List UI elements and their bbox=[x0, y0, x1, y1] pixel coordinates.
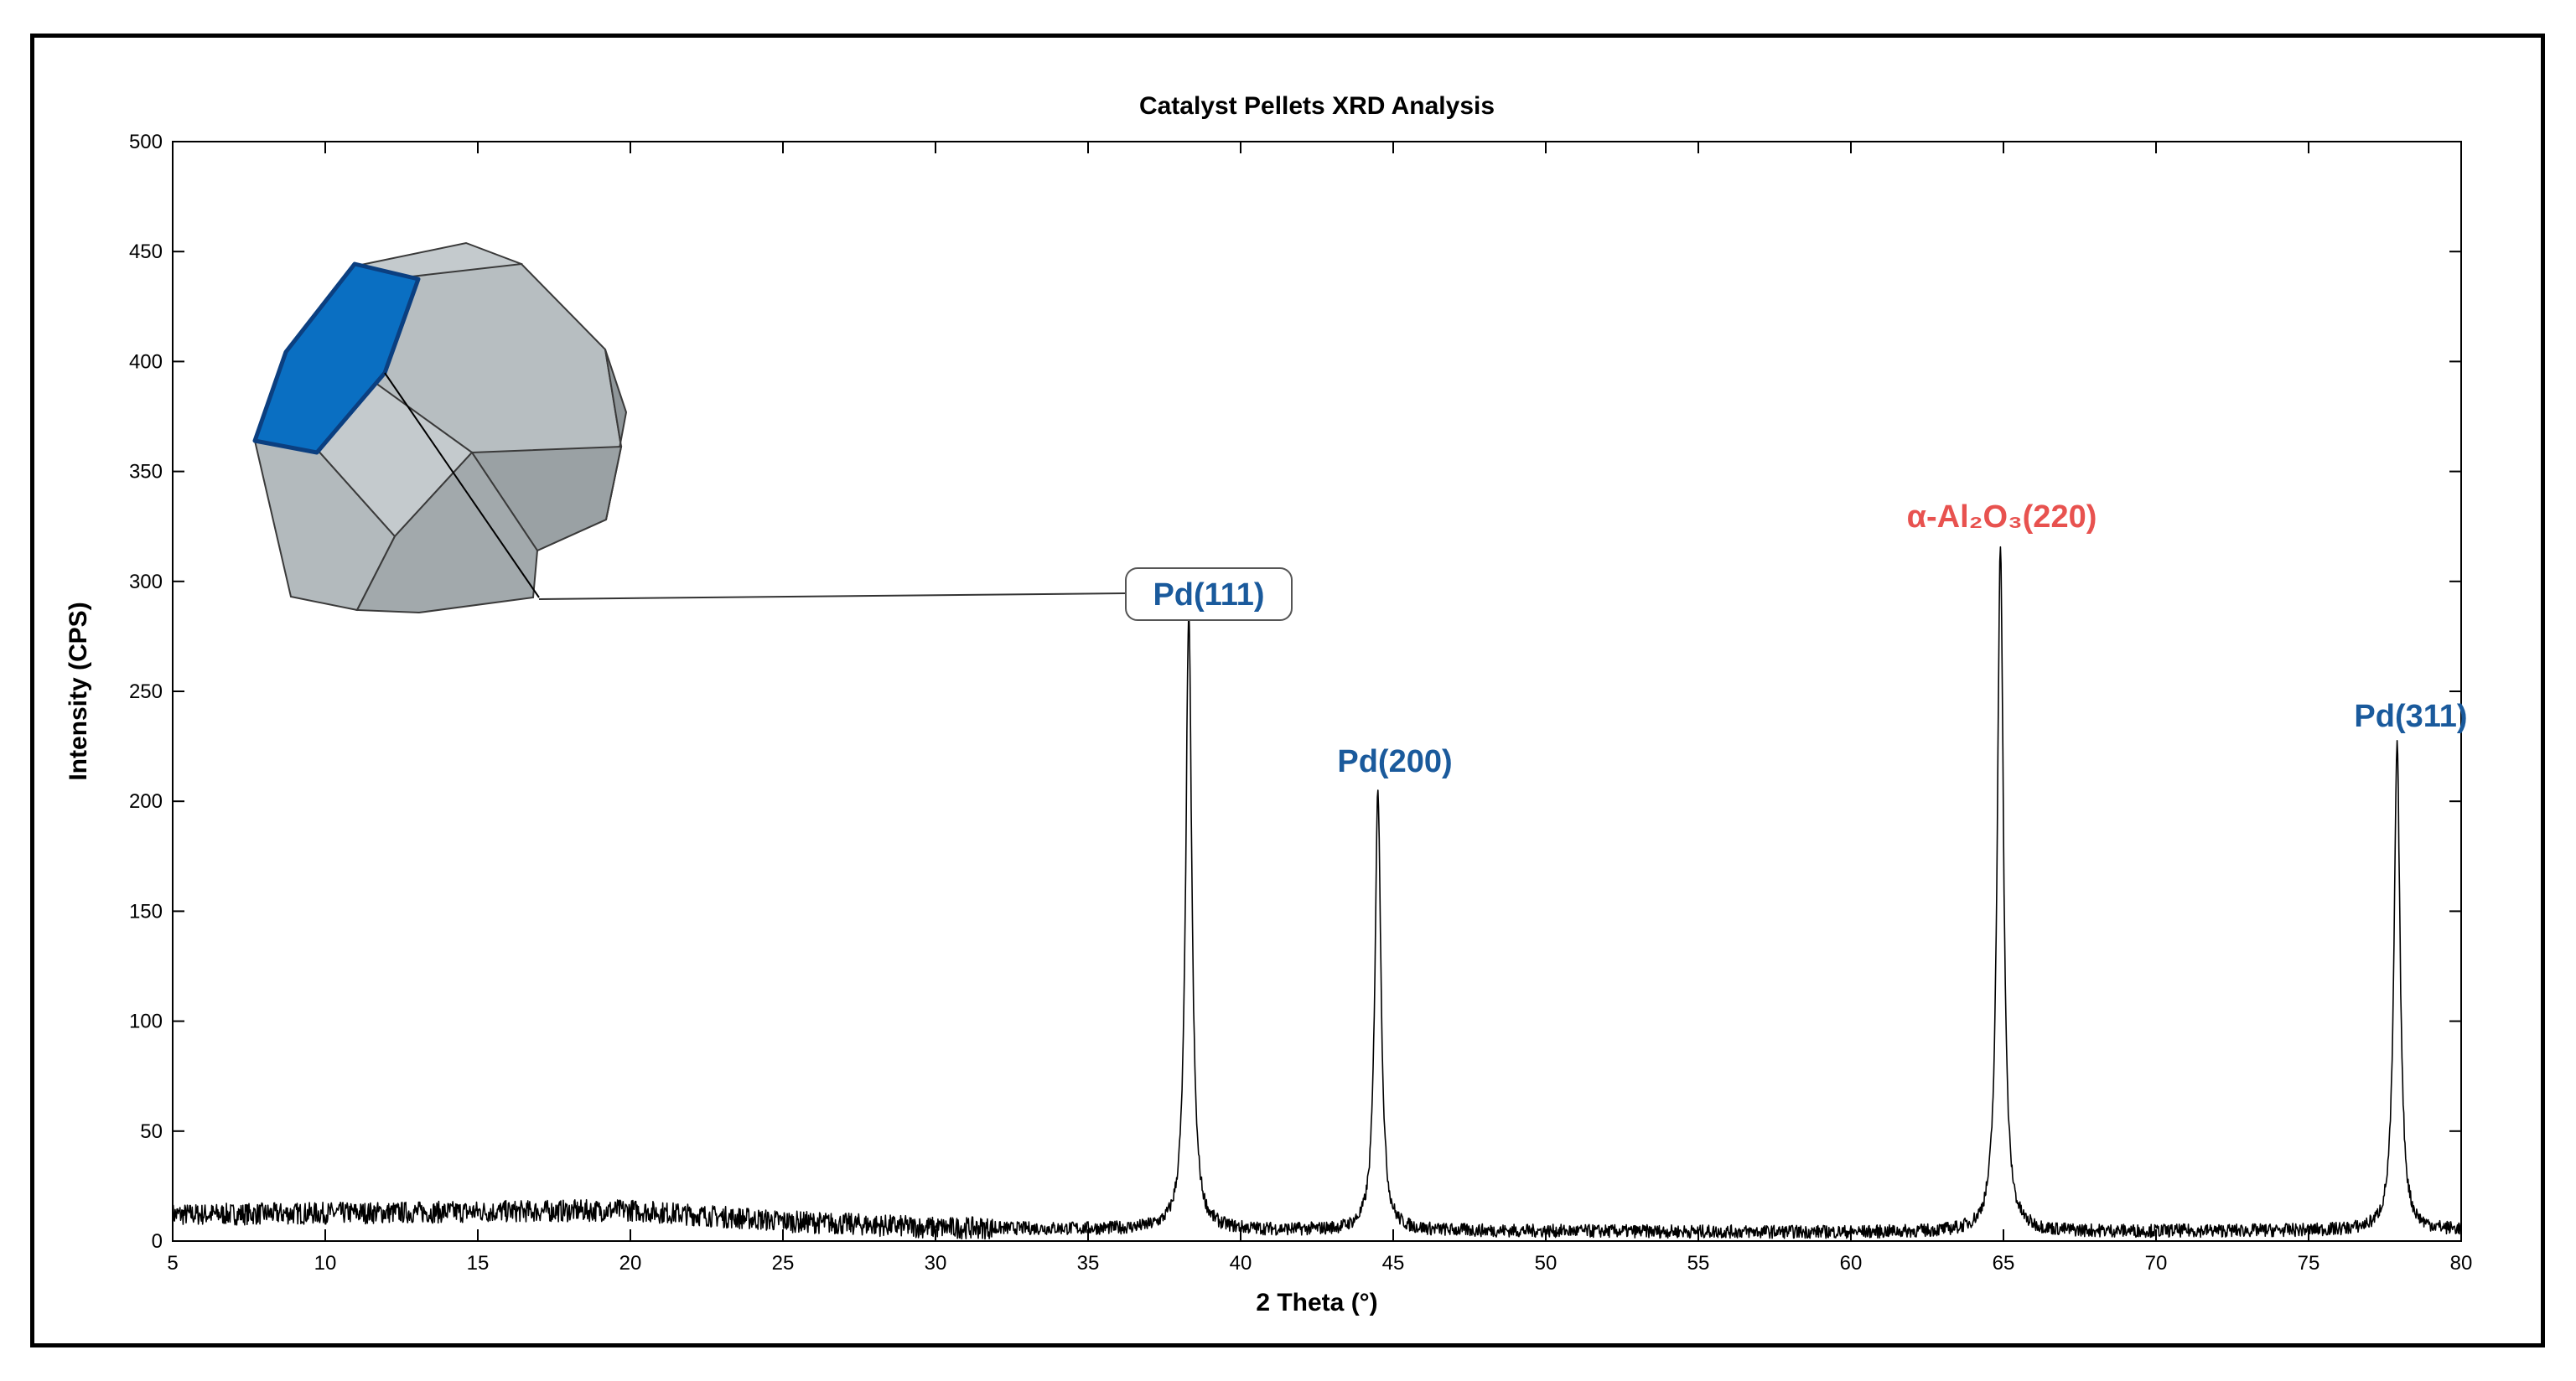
xrd-chart: Catalyst Pellets XRD Analysis 0 50 100 150 2… bbox=[65, 92, 2472, 1316]
y-tick-label: 350 bbox=[129, 461, 163, 484]
x-tick-label: 70 bbox=[2145, 1252, 2168, 1275]
peak-label-alumina220: α-Al₂O₃(220) bbox=[1907, 499, 2097, 535]
figure-frame: Catalyst Pellets XRD Analysis 0 50 100 150 2… bbox=[30, 34, 2545, 1347]
x-tick-label: 10 bbox=[314, 1252, 337, 1275]
x-tick-label: 50 bbox=[1535, 1252, 1558, 1275]
y-tick-label: 50 bbox=[140, 1120, 163, 1143]
y-tick-label: 250 bbox=[129, 680, 163, 703]
x-tick-label: 80 bbox=[2450, 1252, 2473, 1275]
x-tick-label: 35 bbox=[1077, 1252, 1100, 1275]
crystal-face-bottom bbox=[355, 451, 539, 614]
y-tick-label: 450 bbox=[129, 241, 163, 263]
pd111-label-box bbox=[1125, 567, 1293, 621]
y-tick-label: 100 bbox=[129, 1011, 163, 1033]
x-tick-label: 15 bbox=[467, 1252, 490, 1275]
x-tick-label: 25 bbox=[772, 1252, 795, 1275]
x-tick-label: 5 bbox=[167, 1252, 178, 1275]
truncated-octahedron-crystal-icon bbox=[252, 241, 628, 614]
callout-line bbox=[538, 592, 1127, 600]
y-tick-label: 0 bbox=[152, 1230, 163, 1253]
xrd-spectrum-line bbox=[172, 546, 2462, 1240]
x-tick-label: 65 bbox=[1993, 1252, 2015, 1275]
x-axis-title: 2 Theta (°) bbox=[1256, 1289, 1377, 1316]
x-tick-label: 60 bbox=[1840, 1252, 1863, 1275]
crystal-diagonal-line bbox=[384, 372, 540, 598]
y-tick-label: 300 bbox=[129, 571, 163, 593]
y-axis-ticks: 0 50 100 150 200 250 300 350 400 450 500 bbox=[129, 131, 2461, 1253]
plot-area-border bbox=[172, 141, 2462, 1242]
x-tick-label: 30 bbox=[925, 1252, 947, 1275]
peak-label-pd111: Pd(111) bbox=[1153, 577, 1264, 613]
y-tick-label: 500 bbox=[129, 131, 163, 153]
x-tick-label: 20 bbox=[619, 1252, 642, 1275]
crystal-face-highlight bbox=[252, 261, 421, 455]
peak-label-pd200: Pd(200) bbox=[1337, 744, 1452, 779]
chart-title: Catalyst Pellets XRD Analysis bbox=[1139, 92, 1495, 120]
y-tick-label: 150 bbox=[129, 900, 163, 923]
x-tick-label: 55 bbox=[1687, 1252, 1710, 1275]
x-tick-label: 40 bbox=[1230, 1252, 1252, 1275]
y-tick-label: 200 bbox=[129, 790, 163, 813]
x-tick-label: 45 bbox=[1382, 1252, 1405, 1275]
peak-label-pd311: Pd(311) bbox=[2354, 699, 2467, 734]
y-axis-title: Intensity (CPS) bbox=[65, 602, 92, 780]
y-tick-label: 400 bbox=[129, 350, 163, 373]
x-tick-label: 75 bbox=[2298, 1252, 2320, 1275]
x-axis-ticks: 5 10 15 20 25 30 35 40 45 50 55 60 65 70 75 80 bbox=[167, 142, 2472, 1275]
